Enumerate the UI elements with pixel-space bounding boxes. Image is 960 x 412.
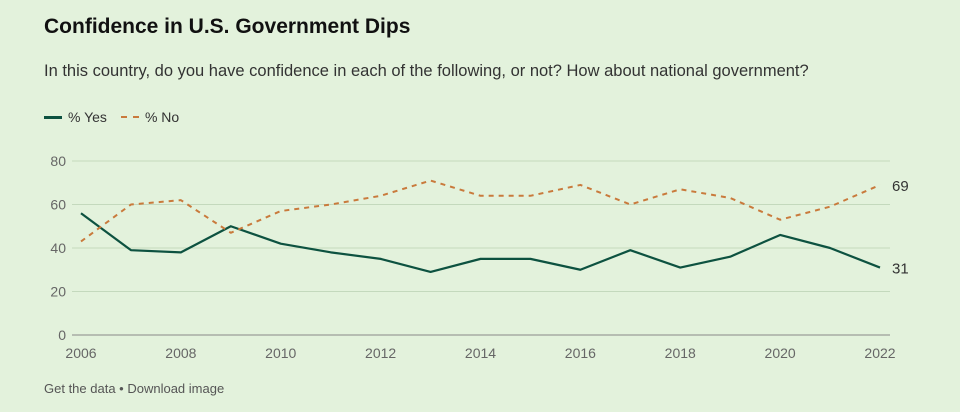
download-image-link[interactable]: Download image [127,381,225,396]
legend-swatch-yes [44,115,62,119]
y-tick-label: 60 [50,197,66,213]
x-tick-label: 2008 [165,345,196,361]
legend-label-yes: % Yes [68,109,107,125]
series-line-no [80,179,881,243]
x-tick-label: 2020 [765,345,796,361]
y-tick-label: 40 [50,240,66,256]
legend-label-no: % No [144,109,180,125]
x-tick-label: 2014 [465,345,496,361]
chart-title: Confidence in U.S. Government Dips [44,15,411,38]
y-tick-label: 80 [50,153,66,169]
x-tick-label: 2006 [65,345,96,361]
x-tick-label: 2022 [864,345,895,361]
y-tick-label: 0 [58,327,66,343]
legend: % Yes % No [44,109,179,125]
x-tick-label: 2010 [265,345,296,361]
footer-separator: • [115,381,128,396]
y-tick-label: 20 [50,284,66,300]
x-tick-label: 2012 [365,345,396,361]
footer: Get the data • Download image [44,381,224,396]
x-tick-label: 2018 [665,345,696,361]
legend-swatch-no [120,116,139,118]
x-tick-label: 2016 [565,345,596,361]
chart-subtitle: In this country, do you have confidence … [44,62,809,80]
series-line-yes [80,212,881,274]
end-label-yes: 31 [892,261,909,278]
end-label-no: 69 [892,178,909,195]
get-data-link[interactable]: Get the data [44,381,116,396]
